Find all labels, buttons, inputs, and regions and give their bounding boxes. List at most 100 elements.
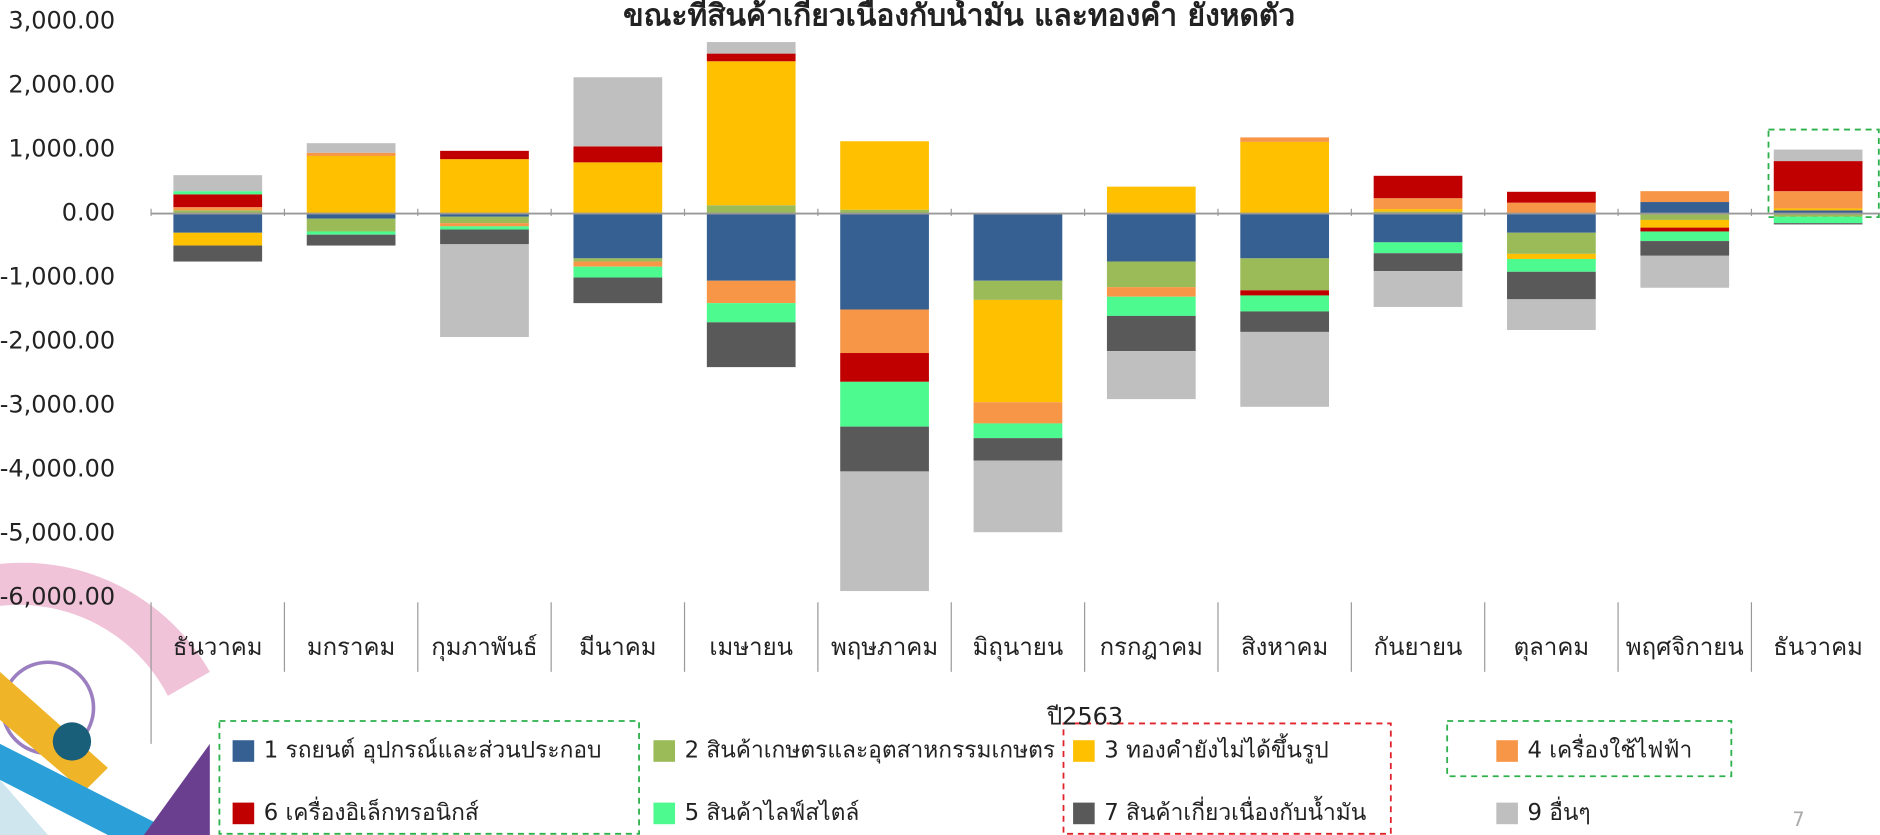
bar-segment bbox=[1640, 202, 1730, 214]
bar-segment bbox=[573, 77, 663, 147]
bar-segment bbox=[1640, 231, 1730, 242]
bar-segment bbox=[706, 205, 796, 214]
bar-segment bbox=[1507, 202, 1596, 214]
bar-segment bbox=[440, 213, 529, 217]
bar-segment bbox=[173, 213, 263, 233]
bar-segment bbox=[1240, 213, 1330, 259]
x-tick-label: เมษายน bbox=[709, 633, 793, 661]
y-tick-label: -6,000.00 bbox=[0, 582, 115, 610]
x-axis-label: ปี2563 bbox=[1046, 702, 1123, 730]
bar-segment bbox=[840, 353, 929, 382]
y-tick-label: -4,000.00 bbox=[0, 454, 115, 482]
bar-segment bbox=[173, 245, 263, 262]
bar-segment bbox=[973, 438, 1063, 461]
chart-title: ขณะที่สินค้าเกี่ยวเนื่องกับน้ำมัน และทอง… bbox=[623, 0, 1295, 33]
legend-label: 1 รถยนต์ อุปกรณ์และส่วนประกอบ bbox=[264, 737, 602, 764]
bar-segment bbox=[1240, 141, 1330, 214]
bar-segment bbox=[1773, 208, 1863, 211]
bar-segment bbox=[1373, 211, 1463, 214]
bar-segment bbox=[1240, 290, 1330, 296]
bar-segment bbox=[973, 213, 1063, 281]
bar-segment bbox=[840, 381, 929, 427]
legend-label: 5 สินค้าไลฟ์สไตล์ bbox=[685, 799, 860, 826]
bar-segment bbox=[1640, 227, 1730, 232]
bar-segment bbox=[706, 322, 796, 368]
bar-segment bbox=[706, 213, 796, 281]
bar-segment bbox=[1640, 255, 1730, 288]
bar-segment bbox=[1240, 331, 1330, 407]
bar-segment bbox=[573, 162, 663, 214]
bar-segment bbox=[706, 280, 796, 304]
legend-swatch bbox=[232, 740, 255, 762]
bar-segment bbox=[173, 210, 263, 214]
x-tick-label: สิงหาคม bbox=[1241, 633, 1328, 661]
bar-segment bbox=[306, 231, 396, 235]
x-tick-label: พฤศจิกายน bbox=[1626, 633, 1744, 661]
bar-segment bbox=[306, 218, 396, 232]
legend-swatch bbox=[653, 802, 676, 825]
legend-swatch bbox=[1073, 740, 1095, 762]
legend-swatch bbox=[1073, 802, 1095, 825]
y-tick-label: 1,000.00 bbox=[8, 135, 115, 163]
y-tick-label: 3,000.00 bbox=[8, 7, 115, 35]
bar-segment bbox=[1640, 213, 1730, 220]
legend-label: 9 อื่นๆ bbox=[1528, 796, 1591, 826]
x-tick-label: กันยายน bbox=[1374, 633, 1463, 661]
bar-segment bbox=[440, 244, 529, 338]
x-tick-label: ธันวาคม bbox=[173, 633, 263, 661]
bar-segment bbox=[1773, 149, 1863, 162]
bar-segment bbox=[1106, 287, 1196, 297]
x-tick-label: พฤษภาคม bbox=[831, 633, 938, 661]
bar-segment bbox=[1106, 186, 1196, 214]
bar-segment bbox=[1240, 295, 1330, 312]
bar-segment bbox=[173, 191, 263, 195]
bar-segment bbox=[1507, 191, 1596, 203]
bar-segment bbox=[1640, 219, 1730, 228]
bar-segment bbox=[573, 213, 663, 259]
bar-segment bbox=[1373, 253, 1463, 272]
legend-swatch bbox=[1496, 802, 1518, 825]
page-number: 7 bbox=[1792, 808, 1804, 831]
bar-segment bbox=[1640, 191, 1730, 203]
y-tick-label: 2,000.00 bbox=[8, 71, 115, 99]
bar-segment bbox=[573, 277, 663, 304]
bar-segment bbox=[1373, 213, 1463, 243]
bar-segment bbox=[1507, 271, 1596, 300]
bar-segment bbox=[440, 223, 529, 227]
bar-segment bbox=[306, 143, 396, 153]
bar-segment bbox=[840, 141, 929, 210]
bar-segment bbox=[1773, 191, 1863, 209]
bar-segment bbox=[173, 175, 263, 192]
bar-segment bbox=[440, 216, 529, 224]
bar-segment bbox=[1240, 258, 1330, 291]
bar-segment bbox=[1507, 253, 1596, 259]
bar-segment bbox=[173, 232, 263, 246]
bar-segment bbox=[1240, 311, 1330, 332]
bar-segment bbox=[573, 146, 663, 163]
bar-segment bbox=[306, 152, 396, 156]
bar-segment bbox=[1507, 258, 1596, 272]
bar-segment bbox=[840, 309, 929, 354]
bar-segment bbox=[1507, 232, 1596, 254]
bar-segment bbox=[706, 42, 796, 54]
bar-segment bbox=[573, 258, 663, 262]
bar-segment bbox=[173, 194, 263, 208]
bar-segment bbox=[173, 207, 263, 211]
bar-segment bbox=[306, 213, 396, 219]
bar-segment bbox=[973, 423, 1063, 439]
legend-label: 3 ทองคำยังไม่ได้ขึ้นรูป bbox=[1104, 734, 1328, 764]
bar-segment bbox=[1773, 216, 1863, 224]
bar-segment bbox=[840, 209, 929, 214]
bar-segment bbox=[1106, 315, 1196, 352]
legend-swatch bbox=[1496, 740, 1518, 762]
x-tick-label: กรกฎาคม bbox=[1100, 633, 1203, 661]
legend-swatch bbox=[653, 740, 676, 762]
legend-label: 4 เครื่องใช้ไฟฟ้า bbox=[1528, 734, 1693, 764]
legend-swatch bbox=[232, 802, 255, 825]
highlight-box bbox=[218, 720, 640, 835]
x-tick-label: มกราคม bbox=[307, 633, 395, 661]
bar-segment bbox=[306, 155, 396, 214]
legend-label: 6 เครื่องอิเล็กทรอนิกส์ bbox=[264, 796, 479, 826]
bar-segment bbox=[1240, 137, 1330, 142]
